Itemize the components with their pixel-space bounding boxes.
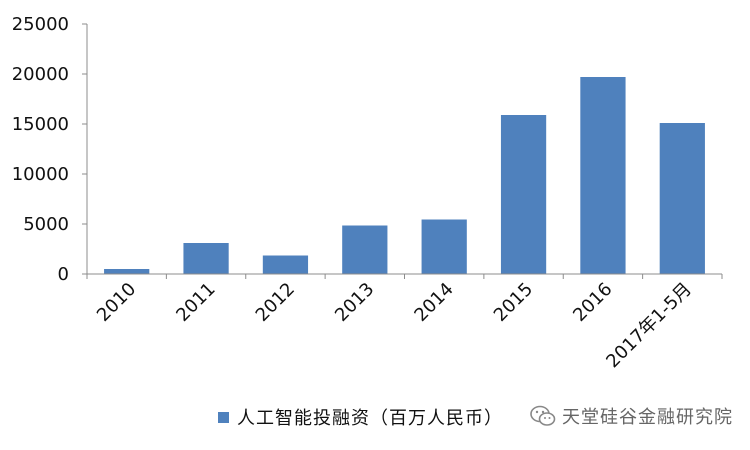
- watermark-text: 天堂硅谷金融研究院: [562, 407, 733, 428]
- y-tick-label: 10000: [12, 164, 69, 185]
- x-tick-label: 2010: [93, 279, 140, 326]
- bar: [183, 243, 229, 274]
- x-tick-label: 2011: [172, 279, 219, 326]
- x-tick-label: 2016: [569, 279, 616, 326]
- x-tick-label: 2013: [331, 279, 378, 326]
- bar: [580, 77, 626, 274]
- bars: [104, 77, 705, 274]
- bar: [659, 123, 705, 274]
- x-tick-label: 2012: [252, 279, 299, 326]
- wechat-icon: [530, 405, 556, 426]
- y-tick-label: 0: [58, 264, 69, 285]
- bar: [342, 225, 388, 274]
- y-tick-label: 5000: [23, 214, 69, 235]
- legend-swatch: [218, 411, 229, 423]
- x-tick-label: 2017年1-5月: [602, 279, 695, 372]
- legend-label: 人工智能投融资（百万人民币）: [237, 408, 503, 429]
- bar: [262, 255, 309, 274]
- legend: 人工智能投融资（百万人民币）: [218, 404, 503, 430]
- x-tick-label: 2014: [410, 279, 457, 326]
- bar: [421, 219, 467, 274]
- y-tick-label: 20000: [12, 64, 69, 85]
- y-tick-label: 25000: [12, 14, 69, 35]
- y-axis: 0 5000 10000 15000 20000 25000: [12, 14, 88, 285]
- watermark: 天堂硅谷金融研究院: [530, 403, 733, 429]
- bar: [500, 115, 547, 274]
- bar: [104, 269, 150, 274]
- y-tick-label: 15000: [12, 114, 69, 135]
- x-tick-label: 2015: [490, 279, 537, 326]
